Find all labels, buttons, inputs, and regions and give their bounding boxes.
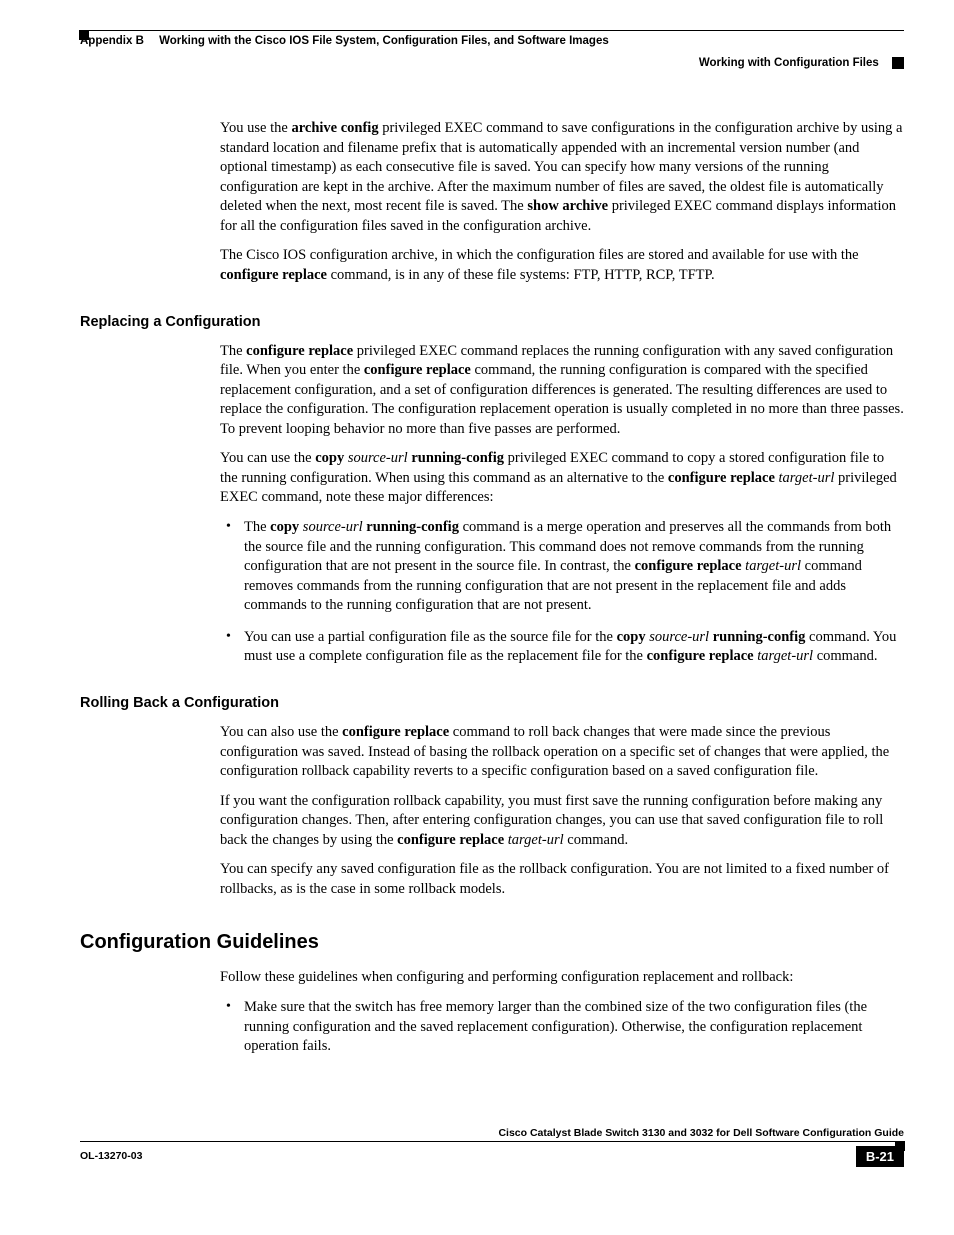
doc-id: OL-13270-03 [80,1150,142,1162]
replacing-bullet-2: You can use a partial configuration file… [220,628,904,667]
subheader-text: Working with Configuration Files [699,57,879,69]
footer-marker [895,1141,905,1151]
replacing-paragraph-2: You can use the copy source-url running-… [220,449,904,508]
guidelines-block: Follow these guidelines when configuring… [220,968,904,1056]
document-page: Appendix B Working with the Cisco IOS Fi… [0,0,954,1207]
footer-row: OL-13270-03 B-21 [80,1146,904,1167]
replacing-heading: Replacing a Configuration [80,314,904,330]
appendix-header: Appendix B Working with the Cisco IOS Fi… [80,35,904,47]
header-marker [79,30,89,40]
appendix-title: Working with the Cisco IOS File System, … [159,35,609,47]
section-subheader: Working with Configuration Files [80,57,904,69]
rolling-paragraph-1: You can also use the configure replace c… [220,723,904,782]
footer-guide-title: Cisco Catalyst Blade Switch 3130 and 303… [80,1127,904,1139]
page-footer: Cisco Catalyst Blade Switch 3130 and 303… [80,1127,904,1167]
footer-rule [80,1141,904,1142]
intro-block: You use the archive config privileged EX… [220,119,904,286]
intro-paragraph-1: You use the archive config privileged EX… [220,119,904,236]
guidelines-bullets: Make sure that the switch has free memor… [220,998,904,1057]
rolling-paragraph-2: If you want the configuration rollback c… [220,792,904,851]
header-rule [80,30,904,31]
guidelines-heading: Configuration Guidelines [80,931,904,954]
guidelines-intro: Follow these guidelines when configuring… [220,968,904,988]
replacing-paragraph-1: The configure replace privileged EXEC co… [220,342,904,440]
rolling-paragraph-3: You can specify any saved configuration … [220,860,904,899]
replacing-bullet-1: The copy source-url running-config comma… [220,518,904,616]
guidelines-bullet-1: Make sure that the switch has free memor… [220,998,904,1057]
intro-paragraph-2: The Cisco IOS configuration archive, in … [220,246,904,285]
rolling-heading: Rolling Back a Configuration [80,695,904,711]
replacing-bullets: The copy source-url running-config comma… [220,518,904,667]
subheader-marker [892,57,904,69]
rolling-block: You can also use the configure replace c… [220,723,904,900]
appendix-label: Appendix B [80,35,144,47]
replacing-block: The configure replace privileged EXEC co… [220,342,904,667]
